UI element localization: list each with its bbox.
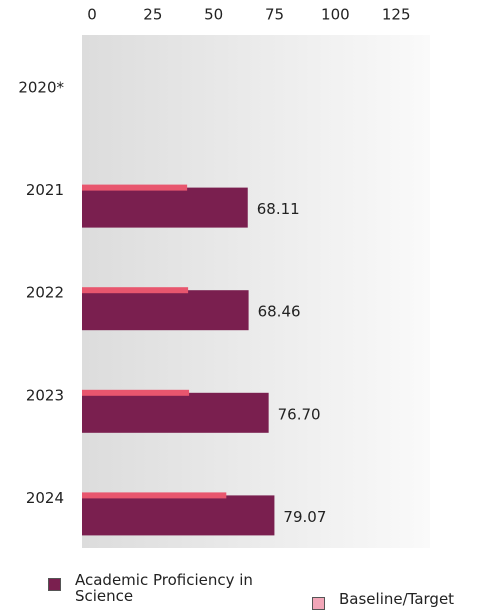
x-tick-label: 75 bbox=[265, 6, 284, 24]
x-tick-label: 50 bbox=[204, 6, 223, 24]
bar bbox=[82, 392, 269, 433]
chart: 0 25 50 75 100 125 2020* 2021 68.11 2022 68.46 2023… bbox=[18, 6, 430, 548]
bar bbox=[82, 290, 249, 331]
y-tick-label: 2023 bbox=[26, 386, 64, 404]
x-tick-label: 125 bbox=[382, 6, 411, 24]
y-tick-label: 2024 bbox=[26, 489, 64, 507]
value-label: 79.07 bbox=[283, 508, 326, 526]
x-tick-label: 0 bbox=[87, 6, 97, 24]
y-tick-label: 2021 bbox=[26, 181, 64, 199]
bar bbox=[82, 389, 190, 396]
bar bbox=[82, 495, 275, 536]
bar bbox=[82, 287, 189, 294]
bar bbox=[82, 187, 248, 228]
legend-label: Baseline/Target bbox=[339, 590, 455, 608]
legend-swatch bbox=[48, 578, 61, 591]
x-tick-label: 25 bbox=[143, 6, 162, 24]
x-tick-label: 100 bbox=[321, 6, 350, 24]
legend-item: Academic Proficiency in Science bbox=[48, 572, 278, 604]
y-tick-label: 2020* bbox=[18, 79, 64, 97]
bar bbox=[82, 492, 227, 499]
y-tick-label: 2022 bbox=[26, 284, 64, 302]
legend-label: Academic Proficiency in Science bbox=[75, 571, 253, 605]
legend-item: Baseline/Target bbox=[312, 591, 454, 610]
bar bbox=[82, 184, 188, 191]
value-label: 68.46 bbox=[258, 303, 301, 321]
value-label: 68.11 bbox=[257, 200, 300, 218]
value-label: 76.70 bbox=[278, 405, 321, 423]
legend-swatch bbox=[312, 597, 325, 610]
